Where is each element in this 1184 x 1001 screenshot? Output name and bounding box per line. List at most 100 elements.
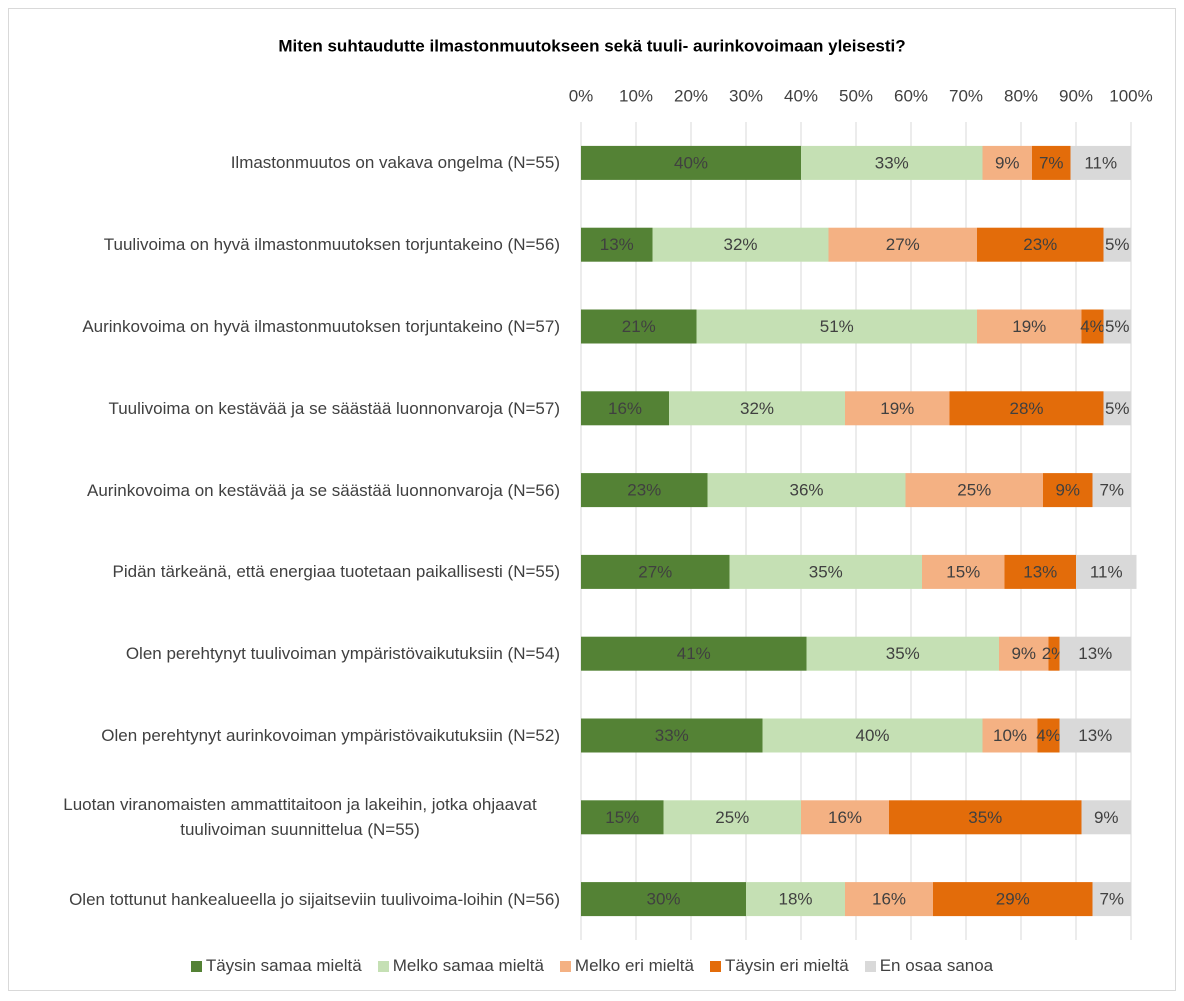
- data-label: 11%: [1084, 153, 1117, 172]
- data-label: 25%: [957, 481, 991, 500]
- legend-swatch: [190, 960, 202, 972]
- data-label: 4%: [1080, 317, 1105, 336]
- category-text: Aurinkovoima on hyvä ilmastonmuutoksen t…: [82, 317, 560, 336]
- x-tick-label: 30%: [729, 86, 763, 105]
- bar-segment: [652, 227, 829, 262]
- bar-segment: [669, 391, 845, 426]
- data-label: 7%: [1099, 481, 1124, 500]
- bar-segment: [696, 309, 977, 344]
- bar-segment: [581, 718, 763, 753]
- bar-segment: [707, 473, 906, 508]
- chart-title: Miten suhtaudutte ilmastonmuutokseen sek…: [278, 36, 905, 55]
- data-label: 13%: [1023, 562, 1057, 581]
- data-label: 5%: [1105, 235, 1130, 254]
- legend-item: Melko samaa mieltä: [377, 956, 544, 976]
- bar-segment: [977, 227, 1104, 262]
- legend-item: En osaa sanoa: [864, 956, 994, 976]
- category-label: Pidän tärkeänä, että energiaa tuotetaan …: [10, 535, 560, 609]
- bar-segment: [581, 391, 669, 426]
- category-label: Luotan viranomaisten ammattitaitoon ja l…: [10, 780, 560, 854]
- bar-segment: [1043, 473, 1093, 508]
- category-text: Olen perehtynyt tuulivoiman ympäristövai…: [125, 644, 560, 664]
- bar-segment: [581, 554, 730, 589]
- data-label: 33%: [655, 726, 689, 745]
- data-label: 36%: [789, 481, 823, 500]
- bar-segment: [977, 309, 1082, 344]
- category-text: Tuulivoima on hyvä ilmastonmuutoksen tor…: [103, 235, 560, 255]
- category-label: Olen perehtynyt aurinkovoiman ympäristöv…: [10, 699, 560, 773]
- chart-frame: [8, 8, 1176, 991]
- category-label: Aurinkovoima on hyvä ilmastonmuutoksen t…: [10, 290, 560, 364]
- category-label: Tuulivoima on kestävää ja se säästää luo…: [10, 371, 560, 445]
- data-label: 9%: [1094, 808, 1119, 827]
- bar-segment: [845, 882, 933, 917]
- category-label: Olen perehtynyt tuulivoiman ympäristövai…: [10, 617, 560, 691]
- bar-segment: [806, 636, 999, 671]
- data-label: 9%: [1011, 644, 1036, 663]
- data-label: 35%: [809, 562, 843, 581]
- data-label: 5%: [1105, 317, 1130, 336]
- bar-segment: [828, 227, 977, 262]
- legend-item: Melko eri mieltä: [559, 956, 694, 976]
- x-tick-label: 90%: [1059, 86, 1093, 105]
- data-label: 16%: [608, 399, 642, 418]
- data-label: 10%: [993, 726, 1027, 745]
- legend-swatch: [559, 960, 571, 972]
- bar-segment: [1081, 800, 1131, 835]
- category-label: Aurinkovoima on kestävää ja se säästää l…: [10, 453, 560, 527]
- legend-item: Täysin eri mieltä: [709, 956, 849, 976]
- data-label: 13%: [1078, 644, 1112, 663]
- legend-item: Täysin samaa mieltä: [190, 956, 362, 976]
- x-tick-label: 0%: [569, 86, 594, 105]
- category-label: Ilmastonmuutos on vakava ongelma (N=55): [10, 126, 560, 200]
- data-label: 25%: [715, 808, 749, 827]
- bar-segment: [729, 554, 922, 589]
- data-label: 27%: [886, 235, 920, 254]
- bar-segment: [1032, 145, 1071, 180]
- category-text: Tuulivoima on kestävää ja se säästää luo…: [108, 398, 560, 418]
- data-label: 9%: [1055, 481, 1080, 500]
- data-label: 21%: [622, 317, 656, 336]
- data-label: 35%: [886, 644, 920, 663]
- bar-segment: [581, 227, 653, 262]
- data-label: 27%: [638, 562, 672, 581]
- data-label: 41%: [677, 644, 711, 663]
- bar-segment: [1070, 145, 1131, 180]
- legend-label: Täysin eri mieltä: [724, 956, 849, 975]
- x-tick-label: 100%: [1109, 86, 1152, 105]
- bar-segment: [1004, 554, 1076, 589]
- data-label: 7%: [1039, 153, 1064, 172]
- legend-label: En osaa sanoa: [879, 956, 994, 975]
- legend-label: Melko samaa mieltä: [392, 956, 544, 975]
- category-text: Olen tottunut hankealueella jo sijaitsev…: [69, 889, 560, 909]
- data-label: 7%: [1099, 890, 1124, 909]
- bar-segment: [982, 145, 1032, 180]
- bar-segment: [762, 718, 983, 753]
- category-text: Aurinkovoima on kestävää ja se säästää l…: [87, 480, 560, 500]
- data-label: 4%: [1036, 726, 1061, 745]
- bar-segment: [999, 636, 1049, 671]
- legend-label: Täysin samaa mieltä: [205, 956, 362, 975]
- data-label: 51%: [820, 317, 854, 336]
- data-label: 5%: [1105, 399, 1130, 418]
- data-label: 32%: [723, 235, 757, 254]
- bar-segment: [801, 800, 889, 835]
- x-tick-label: 70%: [949, 86, 983, 105]
- category-label: Olen tottunut hankealueella jo sijaitsev…: [10, 862, 560, 936]
- legend-swatch: [864, 960, 876, 972]
- legend-label: Melko eri mieltä: [574, 956, 694, 975]
- bar-segment: [1092, 882, 1131, 917]
- bar-segment: [581, 882, 746, 917]
- bar-segment: [982, 718, 1038, 753]
- bar-segment: [922, 554, 1005, 589]
- category-label: Tuulivoima on hyvä ilmastonmuutoksen tor…: [10, 208, 560, 282]
- data-label: 9%: [995, 153, 1020, 172]
- data-label: 16%: [828, 808, 862, 827]
- data-label: 19%: [880, 399, 914, 418]
- x-tick-label: 10%: [619, 86, 653, 105]
- data-label: 15%: [605, 808, 639, 827]
- bar-segment: [746, 882, 845, 917]
- data-label: 23%: [627, 481, 661, 500]
